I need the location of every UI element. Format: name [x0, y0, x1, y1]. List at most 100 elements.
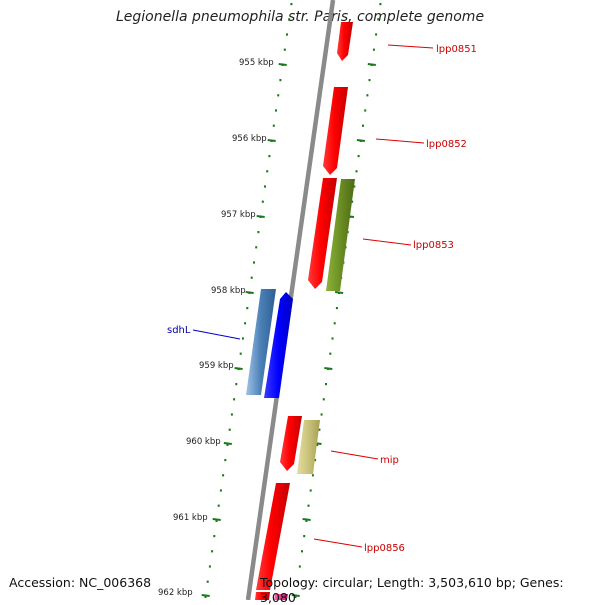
ruler-dot [298, 565, 301, 568]
ruler-dot [222, 474, 225, 477]
gene-label-mip[interactable]: mip [380, 455, 399, 466]
tick-label-959: 959 kbp [199, 361, 234, 371]
ruler-dot [275, 109, 277, 112]
tick-label-961: 961 kbp [173, 513, 208, 523]
ruler-dot [353, 185, 356, 188]
ruler-dot [230, 413, 233, 416]
gene-label-lpp0851[interactable]: lpp0851 [436, 44, 477, 55]
ruler-major-tick-left [267, 139, 276, 142]
tick-label-955: 955 kbp [239, 58, 274, 68]
ruler-major-tick-left [278, 63, 287, 66]
ruler-dot [217, 504, 220, 507]
ruler-dot [219, 489, 222, 492]
ruler-dot [296, 580, 299, 583]
ruler-major-tick-right [324, 367, 333, 370]
ruler-dot [355, 170, 358, 173]
ruler-major-tick-right [334, 291, 344, 294]
ruler-dot [294, 595, 297, 598]
ruler-dots-left [204, 3, 293, 598]
ruler-dot [362, 124, 364, 127]
ruler-dot [250, 276, 253, 279]
ruler-dot [335, 307, 338, 310]
gene-lpp0852-arrow[interactable] [323, 87, 348, 175]
gene-red-partial[interactable] [255, 592, 270, 600]
ruler-dot [224, 459, 227, 462]
ruler-dot [303, 535, 306, 538]
tick-label-960: 960 kbp [186, 437, 221, 447]
ruler-major-tick-left [234, 367, 243, 370]
ruler-major-tick-right [302, 518, 311, 521]
ruler-dot [364, 109, 367, 112]
ruler-dot [268, 155, 271, 158]
ruler-dot [301, 550, 303, 553]
leader-lpp0852 [375, 138, 425, 144]
gene-lpp0856-arrow[interactable] [256, 483, 290, 590]
ruler-dot [290, 3, 293, 6]
ruler-dot [372, 48, 375, 51]
ruler-dot [233, 398, 236, 401]
ruler-dot [318, 428, 321, 431]
ruler-dot [257, 231, 260, 234]
ruler-major-tick-left [212, 518, 221, 521]
tick-label-958: 958 kbp [211, 286, 246, 296]
gene-lpp0853-arrow[interactable] [308, 178, 337, 289]
tick-label-962: 962 kbp [158, 588, 193, 598]
ruler-dot [309, 489, 312, 492]
ruler-dot [255, 246, 258, 249]
ruler-major-tick-right [367, 63, 376, 66]
tick-label-956: 956 kbp [232, 134, 267, 144]
ruler-dot [253, 261, 255, 264]
ruler-dot [226, 443, 229, 446]
ruler-dot [305, 519, 308, 522]
ruler-dot [366, 94, 369, 97]
gene-sdhL-blue-arrow[interactable] [264, 292, 293, 398]
ruler-dot [246, 307, 249, 310]
leader-lpp0853 [362, 238, 412, 246]
topology-text: Topology: circular; Length: 3,503,610 bp… [260, 575, 564, 605]
ruler-dot [322, 398, 325, 401]
tick-label-957: 957 kbp [221, 210, 256, 220]
gene-label-lpp0853[interactable]: lpp0853 [413, 240, 454, 251]
gene-lpp0851-arrow[interactable] [337, 22, 353, 61]
gene-mip-red-arrow[interactable] [280, 416, 302, 471]
ruler-dot [264, 185, 266, 188]
ruler-dot [272, 124, 275, 127]
ruler-dot [215, 519, 218, 522]
ruler-dot [368, 79, 371, 82]
gene-sdhL-steelblue-arrow[interactable] [246, 289, 276, 395]
ruler-dot [277, 94, 280, 97]
gene-label-lpp0852[interactable]: lpp0852 [426, 139, 467, 150]
ruler-major-tick-right [291, 594, 300, 597]
ruler-dot [351, 200, 354, 203]
ruler-dot [357, 155, 360, 158]
accession-text: Accession: NC_006368 [9, 575, 152, 590]
ruler-dot [311, 474, 314, 477]
ruler-dot [331, 337, 334, 340]
ruler-dot [325, 383, 327, 386]
ruler-dot [204, 595, 207, 598]
ruler-tick-marks [201, 63, 376, 597]
ruler-dot [261, 200, 264, 203]
gene-olive-arrow[interactable] [326, 179, 355, 291]
ruler-dot [329, 352, 332, 355]
ruler-dot [377, 18, 380, 21]
ruler-dot [316, 443, 319, 446]
ruler-dot [241, 337, 244, 340]
ruler-major-tick-right [356, 139, 366, 142]
ruler-dot [286, 33, 288, 36]
map-title: Legionella pneumophila str. Paris, compl… [115, 9, 485, 25]
ruler-dot [279, 79, 282, 82]
ruler-dot [228, 428, 231, 431]
ruler-dot [213, 535, 216, 538]
ruler-dot [239, 352, 242, 355]
gene-label-lpp0856[interactable]: lpp0856 [364, 543, 405, 554]
gene-magenta-partial[interactable] [274, 594, 288, 600]
leader-lpp0856 [313, 538, 363, 548]
ruler-major-tick-left [256, 215, 265, 218]
ruler-dot [208, 565, 211, 568]
gene-mip-khaki-arrow[interactable] [297, 420, 320, 474]
ruler-dot [244, 322, 247, 325]
gene-label-sdhL[interactable]: sdhL [167, 325, 191, 336]
ruler-major-tick-left [201, 594, 210, 597]
